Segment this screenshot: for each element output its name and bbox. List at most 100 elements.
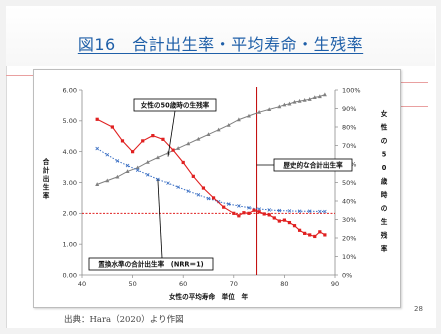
- x-tick-label: 50: [128, 280, 136, 288]
- tfr-point: [201, 186, 206, 190]
- survival-point: [277, 104, 282, 109]
- survival-point: [226, 122, 231, 127]
- y-tick-label: 5.00: [63, 117, 77, 125]
- y-tick-label: 3.00: [63, 179, 77, 187]
- survival-point: [302, 97, 307, 102]
- survival-point: [317, 94, 322, 99]
- survival-point: [297, 98, 302, 103]
- y2-axis-title-char: 5: [382, 151, 387, 159]
- x-tick-label: 60: [179, 280, 187, 288]
- survival-point: [145, 159, 150, 164]
- chart-series: [95, 92, 327, 239]
- replacement-point: [318, 209, 322, 214]
- y-axis-title-char: 計: [43, 166, 50, 175]
- tfr-point: [252, 208, 256, 212]
- accent-line-left: [6, 75, 34, 76]
- annotation-historical-box: [273, 158, 353, 172]
- tfr-point: [232, 211, 236, 215]
- survival-point: [246, 113, 251, 118]
- replacement-point: [297, 209, 302, 213]
- survival-point: [322, 92, 327, 97]
- replacement-point: [125, 163, 130, 168]
- annotation-historical-label: 歴史的な合計出生率: [283, 161, 343, 170]
- survival-point: [115, 174, 120, 179]
- chart-panel: 0.00 1.00 2.00 3.00 4.00 5.00 6.00 0% 10% 20% 30% 4…: [33, 69, 401, 308]
- survival-point: [196, 136, 201, 141]
- y2-axis-title-char: 率: [381, 244, 388, 253]
- page-number: 28: [414, 305, 423, 313]
- y2-tick-label: 0%: [342, 271, 352, 279]
- tfr-point: [247, 211, 251, 215]
- survival-point: [166, 150, 171, 155]
- survival-point: [206, 132, 211, 136]
- annotation-replacement-box: [88, 257, 214, 271]
- tfr-point: [141, 139, 145, 143]
- tfr-point: [308, 233, 312, 237]
- replacement-point: [206, 196, 211, 201]
- y2-tick-label: 50%: [342, 179, 356, 187]
- y2-tick-label: 20%: [342, 234, 356, 242]
- replacement-point: [226, 202, 231, 206]
- y2-axis-title-char: 女: [381, 109, 388, 118]
- tfr-point: [120, 139, 125, 143]
- replacement-point: [323, 209, 327, 214]
- accent-line-right-top: [400, 82, 428, 83]
- replacement-point: [216, 199, 221, 204]
- replacement-point: [267, 208, 272, 212]
- replacement-point: [105, 152, 110, 157]
- y2-axis-title-char: 生: [381, 217, 388, 226]
- slide-title: 図16 合計出生率・平均寿命・生残率: [77, 35, 364, 54]
- replacement-point: [196, 193, 201, 197]
- tfr-point: [277, 219, 281, 223]
- replacement-point: [176, 185, 180, 189]
- y-axis-title-char: 出: [43, 174, 50, 183]
- y2-axis-title-char: 性: [381, 123, 388, 132]
- y2-axis-title-char: 時: [381, 190, 388, 199]
- survival-point: [307, 97, 312, 101]
- survival-point: [312, 95, 317, 99]
- y-tick-label: 2.00: [63, 210, 77, 218]
- survival-point: [257, 110, 262, 114]
- x-tick-label: 70: [230, 280, 238, 288]
- y-axis-title-char: 合: [42, 157, 50, 166]
- survival-point: [186, 141, 191, 146]
- tfr-point: [222, 205, 226, 209]
- tfr-point: [313, 234, 317, 239]
- tfr-point: [297, 228, 302, 232]
- survival-point: [282, 102, 287, 107]
- y2-tick-label: 80%: [342, 123, 356, 131]
- survival-series-line: [97, 94, 326, 185]
- tfr-point: [237, 214, 241, 218]
- tfr-point: [292, 224, 297, 228]
- y-axis-title-char: 生: [43, 183, 50, 192]
- replacement-point: [95, 146, 99, 151]
- survival-point: [155, 155, 160, 160]
- tfr-point: [131, 150, 135, 154]
- tfr-point: [161, 137, 165, 141]
- y2-tick-label: 100%: [342, 86, 361, 94]
- y-tick-label: 0.00: [63, 271, 77, 279]
- replacement-point: [115, 159, 120, 163]
- survival-point: [105, 178, 110, 183]
- tfr-point: [257, 210, 261, 214]
- y2-axis-title-char: の: [381, 137, 388, 145]
- tfr-point: [151, 134, 155, 138]
- y-axis-title-char: 率: [43, 191, 50, 200]
- y2-tick-label: 40%: [342, 197, 356, 205]
- x-axis-title: 女性の平均寿命 単位 年: [169, 292, 249, 301]
- replacement-point: [237, 204, 241, 208]
- tfr-point: [287, 220, 292, 225]
- tfr-point: [211, 196, 216, 200]
- annotation-survival-leader: [167, 110, 176, 157]
- y2-tick-label: 10%: [342, 253, 356, 261]
- annotation-replacement-leader: [157, 179, 163, 259]
- y2-tick-label: 30%: [342, 216, 356, 224]
- chart-axes: 0.00 1.00 2.00 3.00 4.00 5.00 6.00 0% 10% 20% 30% 4…: [63, 86, 361, 288]
- replacement-point: [307, 209, 312, 213]
- x-tick-label: 80: [280, 280, 288, 288]
- replacement-point: [287, 209, 292, 213]
- replacement-point: [186, 189, 191, 193]
- tfr-point: [303, 231, 307, 235]
- y-tick-label: 6.00: [63, 86, 77, 94]
- survival-point: [125, 169, 130, 173]
